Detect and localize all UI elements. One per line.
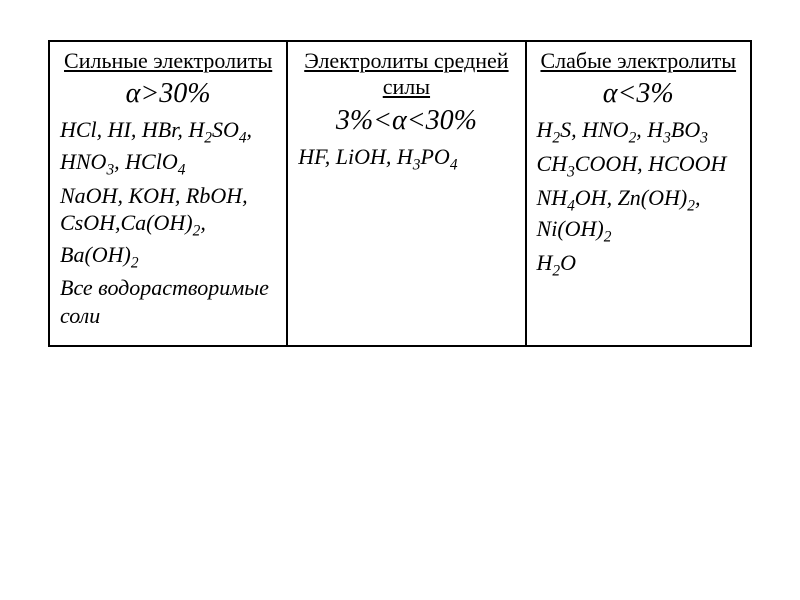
chem-line: H2O bbox=[537, 249, 740, 281]
column-strong: Сильные электролиты α>30% HCl, HI, HBr, … bbox=[49, 41, 287, 346]
chem-line: NaOH, KOH, RbOH, CsOH,Ca(OH)2, Ba(OH)2 bbox=[60, 182, 276, 273]
chem-line: CH3COOH, HCOOH bbox=[537, 150, 740, 182]
column-weak: Слабые электролиты α<3% H2S, HNO2, H3BO3… bbox=[526, 41, 751, 346]
table-row: Сильные электролиты α>30% HCl, HI, HBr, … bbox=[49, 41, 751, 346]
chem-line: HF, LiOH, H3PO4 bbox=[298, 143, 514, 175]
column-header: Сильные электролиты bbox=[60, 48, 276, 74]
page-container: Сильные электролиты α>30% HCl, HI, HBr, … bbox=[0, 0, 800, 387]
alpha-condition: α>30% bbox=[60, 78, 276, 110]
column-header: Слабые электролиты bbox=[537, 48, 740, 74]
column-medium: Электролиты средней силы 3%<α<30% HF, Li… bbox=[287, 41, 525, 346]
alpha-condition: 3%<α<30% bbox=[298, 105, 514, 137]
electrolyte-table: Сильные электролиты α>30% HCl, HI, HBr, … bbox=[48, 40, 752, 347]
alpha-condition: α<3% bbox=[537, 78, 740, 110]
column-header: Электролиты средней силы bbox=[298, 48, 514, 101]
chem-line: HCl, HI, HBr, H2SO4, HNO3, HClO4 bbox=[60, 116, 276, 179]
chem-line: NH4OH, Zn(OH)2, Ni(OH)2 bbox=[537, 184, 740, 247]
chem-line: H2S, HNO2, H3BO3 bbox=[537, 116, 740, 148]
chem-line: Все водорастворимые соли bbox=[60, 274, 276, 329]
